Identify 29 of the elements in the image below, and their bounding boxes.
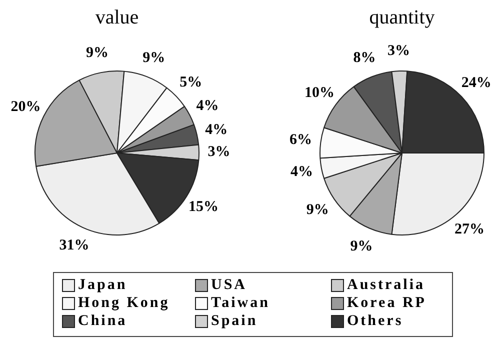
data-label: 31% — [59, 237, 90, 254]
data-label: 27% — [454, 221, 484, 238]
legend-label: Others — [347, 313, 404, 330]
data-label: 8% — [353, 50, 376, 66]
data-label: 24% — [461, 75, 492, 92]
data-label: 9% — [142, 50, 166, 66]
data-label: 3% — [388, 42, 410, 59]
data-label: 5% — [180, 74, 202, 91]
data-label: 6% — [290, 132, 312, 148]
data-label: 4% — [196, 98, 219, 114]
data-label: 10% — [304, 84, 334, 101]
legend-label: China — [78, 313, 128, 330]
data-label: 15% — [188, 198, 218, 215]
legend-label: Hong Kong — [78, 295, 170, 312]
legend-label: USA — [211, 277, 248, 294]
data-label: 9% — [86, 44, 108, 61]
slice-label: value — [95, 6, 139, 28]
legend-label: Taiwan — [211, 295, 270, 312]
data-label: 4% — [205, 122, 228, 138]
data-label: 3% — [208, 144, 230, 160]
data-label: 4% — [290, 164, 314, 180]
legend-label: Australia — [347, 277, 425, 294]
legend-label: Japan — [78, 277, 128, 294]
slice-label: quantity — [369, 6, 435, 28]
data-label: 9% — [350, 238, 373, 254]
legend-label: Korea RP — [347, 295, 426, 312]
legend-label: Spain — [211, 313, 258, 330]
data-label: 9% — [306, 202, 329, 218]
data-label: 20% — [10, 99, 41, 116]
